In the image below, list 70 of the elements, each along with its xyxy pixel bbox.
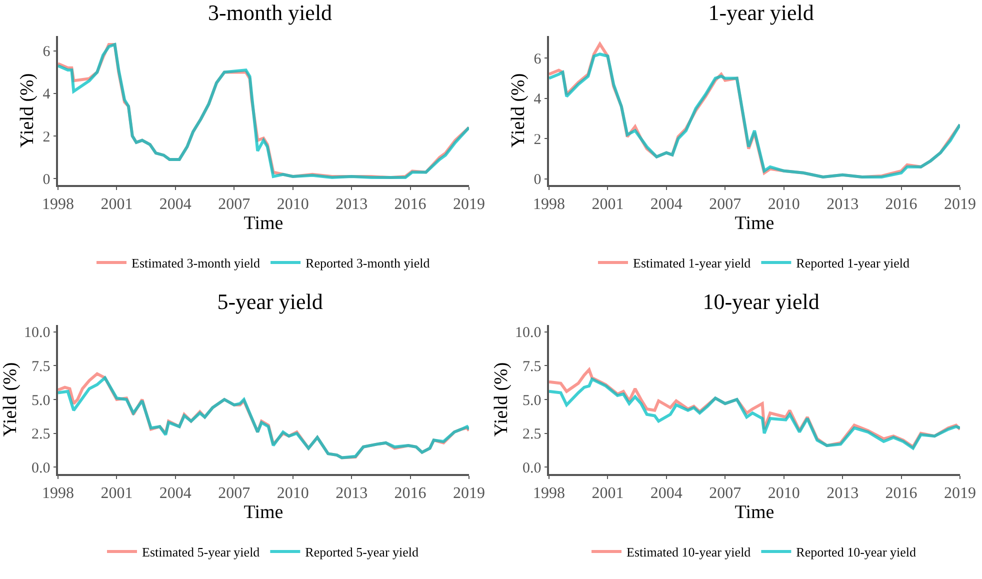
x-tick-label: 2013	[336, 484, 368, 502]
x-tick-label: 2019	[944, 196, 976, 213]
y-axis-title: Yield (%)	[0, 362, 21, 437]
y-tick-label: 2	[42, 129, 50, 146]
x-tick-label: 2010	[276, 484, 309, 502]
chart-title: 5-year yield	[217, 288, 323, 314]
x-tick-label: 2004	[650, 484, 682, 502]
x-tick-label: 2007	[218, 196, 250, 213]
x-tick-label: 2010	[768, 484, 800, 502]
x-tick-label: 2016	[885, 484, 918, 502]
legend-label: Estimated 5-year yield	[142, 544, 260, 560]
x-tick-label: 2007	[218, 484, 250, 502]
x-tick-label: 2016	[394, 196, 426, 213]
legend-label: Reported 5-year yield	[305, 544, 420, 560]
y-tick-label: 5.0	[32, 392, 50, 409]
y-tick-label: 7.5	[522, 358, 542, 375]
y-tick-label: 6	[42, 44, 51, 60]
y-tick-label: 10.0	[24, 325, 50, 342]
y-axis-title: Yield (%)	[17, 73, 38, 148]
x-tick-label: 2001	[100, 196, 133, 213]
x-tick-label: 2019	[944, 484, 976, 502]
y-tick-label: 0.0	[32, 460, 50, 476]
y-tick-label: 10.0	[515, 325, 542, 342]
x-tick-label: 1998	[42, 196, 74, 213]
x-axis-title: Time	[734, 212, 774, 234]
y-tick-label: 2.5	[522, 426, 542, 443]
y-tick-label: 0	[42, 172, 50, 188]
x-axis-title: Time	[734, 502, 774, 523]
legend-label: Reported 3-month yield	[306, 256, 430, 271]
x-tick-label: 2013	[826, 484, 859, 502]
chart-title: 10-year yield	[702, 288, 820, 314]
y-tick-label: 7.5	[32, 358, 50, 375]
y-tick-label: 0	[534, 172, 542, 188]
x-tick-label: 2004	[159, 196, 192, 213]
x-tick-label: 1998	[42, 484, 74, 502]
y-tick-label: 2.5	[32, 426, 50, 443]
legend-label: Estimated 3-month yield	[132, 256, 261, 271]
x-tick-label: 2010	[768, 196, 800, 213]
chart-title: 3-month yield	[208, 0, 332, 25]
y-tick-label: 2	[534, 132, 542, 148]
y-tick-label: 6	[534, 51, 542, 68]
y-axis-title: Yield (%)	[491, 362, 512, 437]
legend-label: Estimated 10-year yield	[626, 544, 752, 560]
x-tick-label: 2004	[159, 484, 192, 502]
x-tick-label: 2004	[650, 196, 682, 213]
x-tick-label: 2016	[394, 484, 426, 502]
x-tick-label: 2001	[592, 484, 624, 502]
x-tick-label: 2001	[100, 484, 133, 502]
y-tick-label: 4	[534, 92, 542, 108]
x-tick-label: 2007	[709, 484, 742, 502]
x-tick-label: 2013	[826, 196, 859, 213]
x-tick-label: 2007	[709, 196, 742, 213]
y-tick-label: 5.0	[522, 392, 542, 409]
x-axis-title: Time	[244, 212, 284, 234]
chart-title: 1-year yield	[708, 0, 814, 25]
x-axis-title: Time	[244, 502, 284, 523]
y-tick-label: 0.0	[522, 460, 542, 476]
x-tick-label: 2013	[336, 196, 368, 213]
legend-label: Reported 1-year yield	[796, 256, 910, 271]
x-tick-label: 2001	[592, 196, 624, 213]
x-tick-label: 2016	[885, 196, 918, 213]
x-tick-label: 1998	[533, 196, 565, 213]
y-tick-label: 4	[42, 86, 51, 103]
legend-label: Reported 10-year yield	[796, 544, 917, 560]
x-tick-label: 2010	[276, 196, 309, 213]
legend-label: Estimated 1-year yield	[633, 256, 752, 271]
x-tick-label: 1998	[533, 484, 565, 502]
y-axis-title: Yield (%)	[508, 73, 530, 148]
x-tick-label: 2019	[453, 484, 485, 502]
x-tick-label: 2019	[453, 196, 485, 213]
